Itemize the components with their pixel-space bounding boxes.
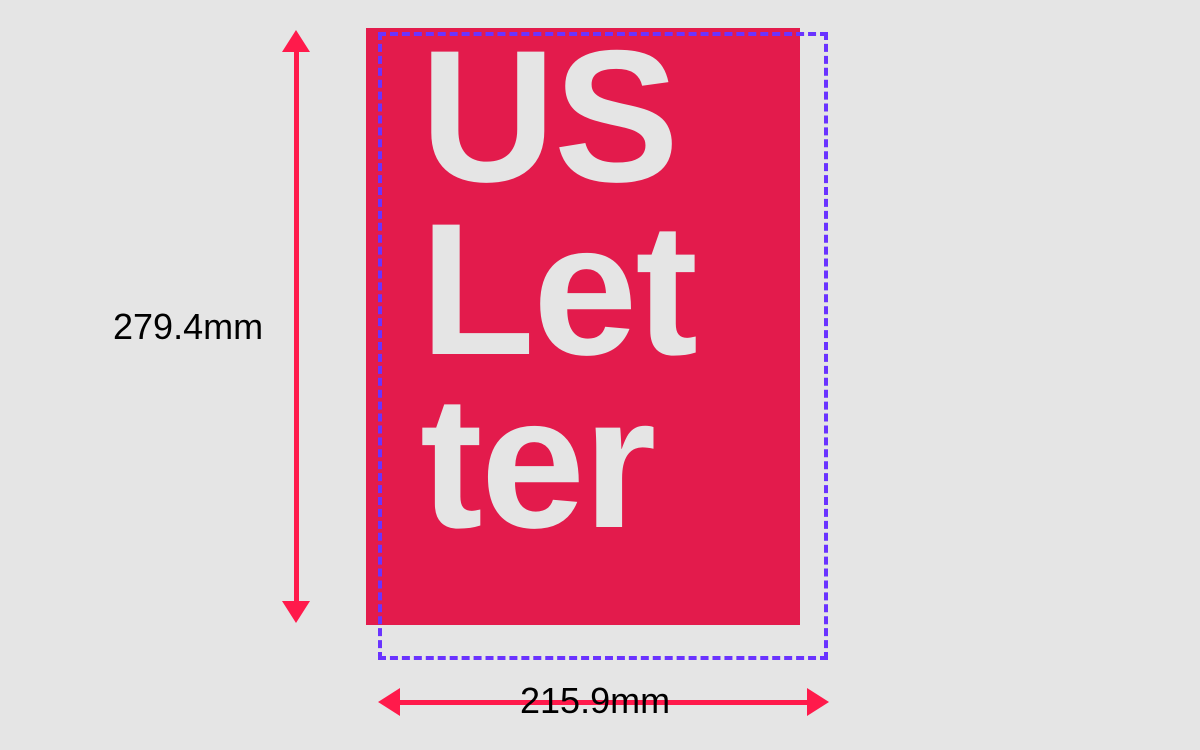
height-value: 279.4mm (113, 306, 263, 348)
arrow-head-down-icon (282, 601, 310, 623)
comparison-outline (378, 32, 828, 660)
diagram-canvas: US Let ter 279.4mm 215.9mm (0, 0, 1200, 750)
height-dimension-line (294, 44, 299, 609)
width-value: 215.9mm (520, 680, 670, 722)
arrow-head-up-icon (282, 30, 310, 52)
arrow-head-right-icon (807, 688, 829, 716)
arrow-head-left-icon (378, 688, 400, 716)
